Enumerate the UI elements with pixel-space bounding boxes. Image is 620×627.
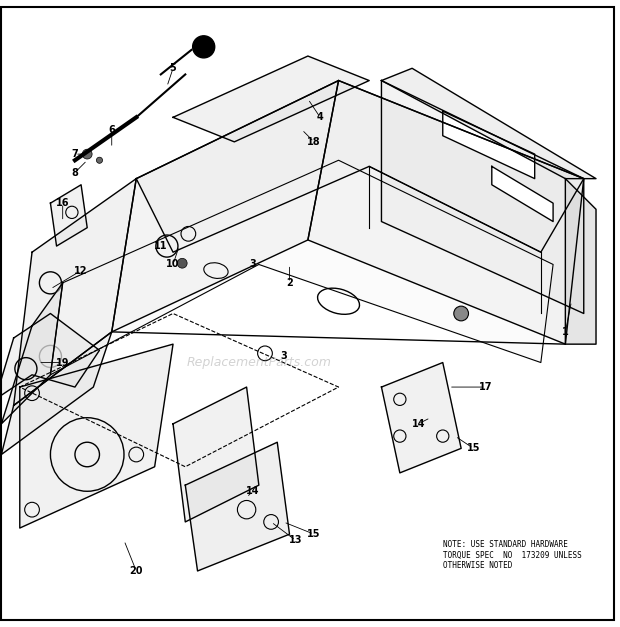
- Polygon shape: [381, 80, 584, 314]
- Polygon shape: [1, 332, 112, 455]
- Polygon shape: [443, 111, 534, 179]
- Text: 5: 5: [170, 63, 177, 73]
- Polygon shape: [308, 80, 584, 344]
- Polygon shape: [0, 314, 99, 399]
- Polygon shape: [381, 362, 461, 473]
- Text: 13: 13: [289, 535, 303, 545]
- Text: 14: 14: [246, 487, 260, 497]
- Circle shape: [82, 149, 92, 159]
- Text: 3: 3: [280, 351, 286, 361]
- Polygon shape: [1, 283, 63, 424]
- Polygon shape: [14, 179, 136, 406]
- Polygon shape: [136, 80, 584, 252]
- Polygon shape: [492, 166, 553, 221]
- Text: 1: 1: [562, 327, 569, 337]
- Polygon shape: [50, 161, 553, 375]
- Text: ReplacementParts.com: ReplacementParts.com: [187, 356, 331, 369]
- Text: 6: 6: [108, 125, 115, 135]
- Text: 16: 16: [56, 198, 69, 208]
- Text: 10: 10: [166, 260, 180, 270]
- Text: 3: 3: [249, 260, 256, 270]
- Text: 8: 8: [71, 167, 78, 177]
- Text: 2: 2: [286, 278, 293, 288]
- Polygon shape: [20, 344, 173, 528]
- Circle shape: [454, 306, 469, 321]
- Text: 15: 15: [308, 529, 321, 539]
- Text: 12: 12: [74, 266, 88, 276]
- Text: 19: 19: [56, 357, 69, 367]
- Circle shape: [193, 36, 215, 58]
- Polygon shape: [565, 179, 596, 344]
- Text: NOTE: USE STANDARD HARDWARE
TORQUE SPEC  NO  173209 UNLESS
OTHERWISE NOTED: NOTE: USE STANDARD HARDWARE TORQUE SPEC …: [443, 540, 582, 570]
- Text: 7: 7: [71, 149, 78, 159]
- Circle shape: [96, 157, 102, 163]
- Text: 17: 17: [479, 382, 492, 392]
- Circle shape: [177, 258, 187, 268]
- Text: 9: 9: [206, 45, 213, 55]
- Text: 14: 14: [412, 419, 425, 429]
- Text: 4: 4: [317, 112, 324, 122]
- Polygon shape: [112, 80, 339, 332]
- Polygon shape: [173, 56, 369, 142]
- Text: 20: 20: [130, 566, 143, 576]
- Polygon shape: [185, 442, 290, 571]
- Text: 18: 18: [308, 137, 321, 147]
- Polygon shape: [173, 387, 259, 522]
- Polygon shape: [50, 185, 87, 246]
- Polygon shape: [381, 68, 596, 179]
- Text: 15: 15: [467, 443, 480, 453]
- Text: 11: 11: [154, 241, 167, 251]
